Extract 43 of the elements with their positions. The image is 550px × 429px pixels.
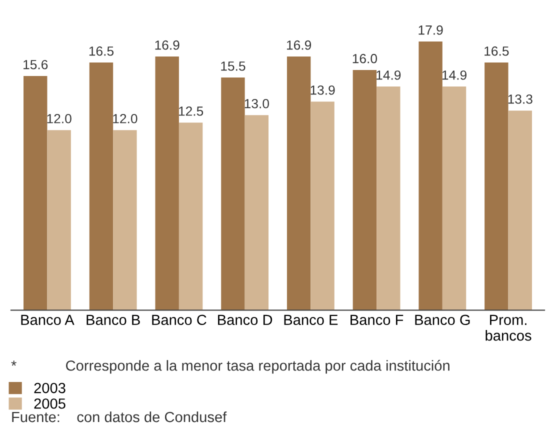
data-label: 16.5 xyxy=(484,46,509,56)
bar xyxy=(310,102,334,310)
bar xyxy=(178,122,203,310)
data-label: 13.9 xyxy=(310,85,335,95)
data-label: 16.5 xyxy=(89,46,114,56)
legend-label: 2003 xyxy=(34,382,66,394)
data-label: 14.9 xyxy=(442,70,466,80)
source-note: Fuente: con datos de Condusef xyxy=(12,411,227,422)
data-label: 16.9 xyxy=(286,40,312,50)
x-tick-label: Banco B xyxy=(86,314,140,326)
data-label: 16.0 xyxy=(352,54,378,64)
data-label: 16.9 xyxy=(155,40,180,50)
data-label: 12.0 xyxy=(47,114,72,124)
x-tick-label: Banco A xyxy=(21,314,74,326)
data-label: 17.9 xyxy=(418,25,443,35)
data-label: 13.3 xyxy=(508,94,532,104)
text: * Corresponde a la menor tasa reportada por cada institución xyxy=(11,360,450,374)
data-label: 15.6 xyxy=(24,60,48,70)
bar xyxy=(113,130,137,310)
bar xyxy=(418,42,442,310)
x-tick-label: Banco E xyxy=(284,314,338,326)
x-tick-label: Banco F xyxy=(350,314,404,326)
legend-label: 2005 xyxy=(34,398,66,409)
data-label: 15.5 xyxy=(221,62,246,71)
bar xyxy=(47,130,71,310)
x-tick-label: Banco G xyxy=(415,314,470,326)
data-label: 12.5 xyxy=(178,106,204,116)
bar xyxy=(508,110,532,310)
bar xyxy=(155,56,179,310)
bar xyxy=(244,115,269,310)
bar xyxy=(376,86,400,310)
bar xyxy=(352,70,377,310)
x-tick-label: Banco C xyxy=(152,314,206,326)
bar xyxy=(221,78,245,310)
bar xyxy=(442,86,466,310)
data-label: 12.0 xyxy=(113,114,138,124)
x-tick-label: Prom. bancos xyxy=(486,314,532,341)
x-tick-label: Banco D xyxy=(218,314,272,326)
bar xyxy=(89,62,114,310)
bar xyxy=(286,56,311,310)
bar xyxy=(484,62,508,310)
data-label: 14.9 xyxy=(376,70,401,80)
bar xyxy=(24,76,48,310)
